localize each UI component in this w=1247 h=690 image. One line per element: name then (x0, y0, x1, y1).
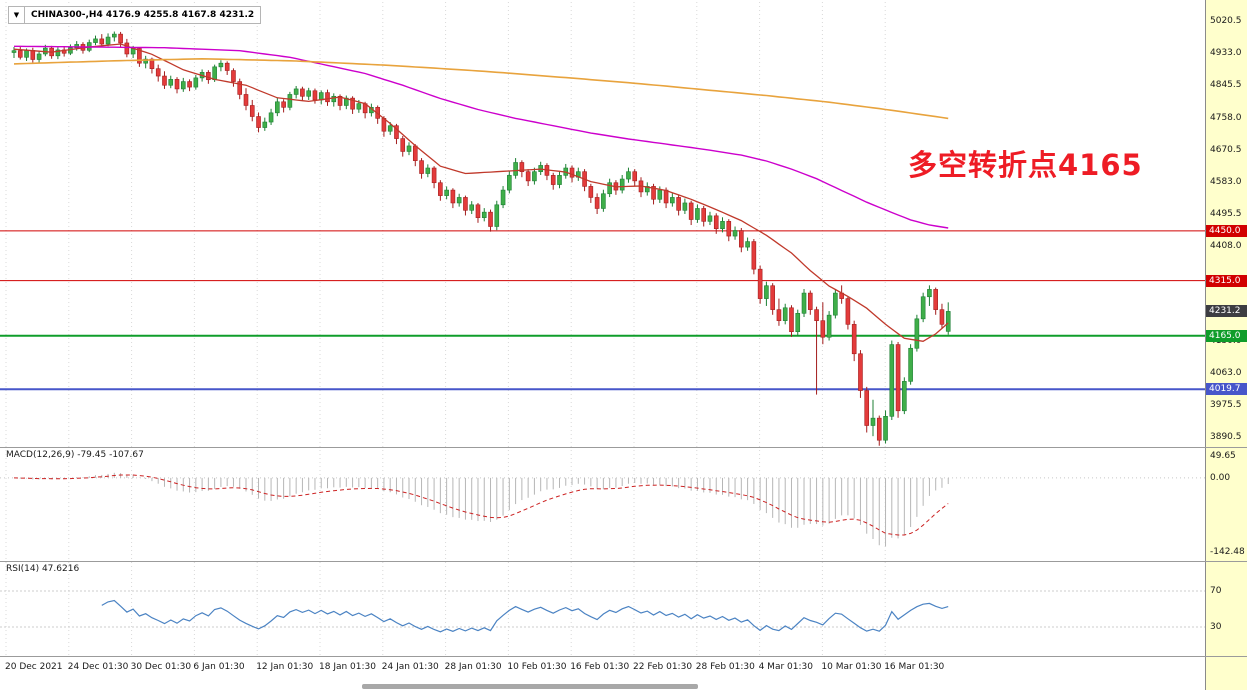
time-axis-label: 4 Mar 01:30 (758, 662, 813, 672)
time-axis-label: 16 Feb 01:30 (570, 662, 630, 672)
rsi-axis-label: 30 (1210, 622, 1222, 632)
macd-axis-label: -142.48 (1210, 547, 1245, 557)
time-axis-label: 28 Feb 01:30 (695, 662, 755, 672)
candlesticks (11, 31, 951, 446)
time-axis-label: 24 Dec 01:30 (67, 662, 129, 672)
price-tick-label: 4758.0 (1210, 112, 1242, 123)
horizontal-level-lines (0, 230, 1205, 391)
price-badge: 4231.2 (1206, 305, 1247, 318)
macd-indicator-label: MACD(12,26,9) -79.45 -107.67 (6, 450, 144, 460)
macd-axis-label: 49.65 (1210, 451, 1236, 461)
ma-medium-line (14, 45, 949, 229)
time-axis-label: 10 Mar 01:30 (821, 662, 882, 672)
vertical-gridlines (5, 2, 886, 656)
time-axis-label: 22 Feb 01:30 (633, 662, 693, 672)
rsi-pane (0, 590, 1205, 633)
price-badge: 4315.0 (1206, 274, 1247, 287)
macd-axis-label: 0.00 (1210, 472, 1231, 483)
rsi-axis-label: 70 (1210, 586, 1222, 596)
symbol-dropdown-button[interactable]: ▼ (9, 7, 25, 23)
time-axis-label: 24 Jan 01:30 (381, 662, 439, 672)
price-badge: 4165.0 (1206, 329, 1247, 342)
time-axis-label: 6 Jan 01:30 (193, 662, 245, 672)
ma-slow-line (13, 57, 949, 120)
time-axis[interactable]: 20 Dec 2021 24 Dec 01:30 30 Dec 01:30 6 Jan… (0, 657, 1205, 683)
time-axis-label: 18 Jan 01:30 (319, 662, 376, 672)
time-axis-label: 20 Dec 2021 (5, 662, 63, 672)
time-axis-label: 12 Jan 01:30 (256, 662, 314, 672)
rsi-indicator-label: RSI(14) 47.6216 (6, 564, 80, 574)
time-axis-label: 10 Feb 01:30 (507, 662, 567, 672)
time-axis-label: 30 Dec 01:30 (130, 662, 192, 672)
price-tick-label: 4063.0 (1210, 368, 1242, 379)
price-tick-label: 3975.5 (1210, 400, 1242, 411)
rsi-line (101, 599, 949, 633)
macd-signal-line (13, 474, 949, 536)
price-badge: 4450.0 (1206, 224, 1247, 237)
chart-canvas[interactable] (0, 0, 1205, 690)
symbol-title-box: ▼ CHINA300-,H4 4176.9 4255.8 4167.8 4231… (8, 6, 262, 24)
price-tick-label: 4408.0 (1210, 241, 1242, 252)
ma-fast-line (13, 43, 949, 342)
chart-annotation-text: 多空转折点4165 (908, 148, 1143, 182)
chart-title: CHINA300-,H4 4176.9 4255.8 4167.8 4231.2 (31, 10, 255, 20)
price-tick-label: 5020.5 (1210, 16, 1242, 27)
pane-separator (0, 561, 1247, 562)
price-tick-label: 4845.5 (1210, 80, 1242, 91)
price-tick-label: 4933.0 (1210, 48, 1242, 59)
macd-pane (0, 472, 1205, 547)
price-tick-label: 3890.5 (1210, 431, 1242, 442)
price-axis[interactable] (1205, 0, 1247, 690)
price-tick-label: 4670.5 (1210, 144, 1242, 155)
bottom-scrollbar-thumb[interactable] (362, 684, 698, 689)
time-axis-label: 16 Mar 01:30 (884, 662, 945, 672)
price-badge: 4019.7 (1206, 383, 1247, 396)
pane-separator (0, 447, 1247, 448)
price-tick-label: 4495.5 (1210, 209, 1242, 220)
price-tick-label: 4583.0 (1210, 176, 1242, 187)
time-axis-label: 28 Jan 01:30 (444, 662, 502, 672)
pane-separator (0, 656, 1247, 657)
